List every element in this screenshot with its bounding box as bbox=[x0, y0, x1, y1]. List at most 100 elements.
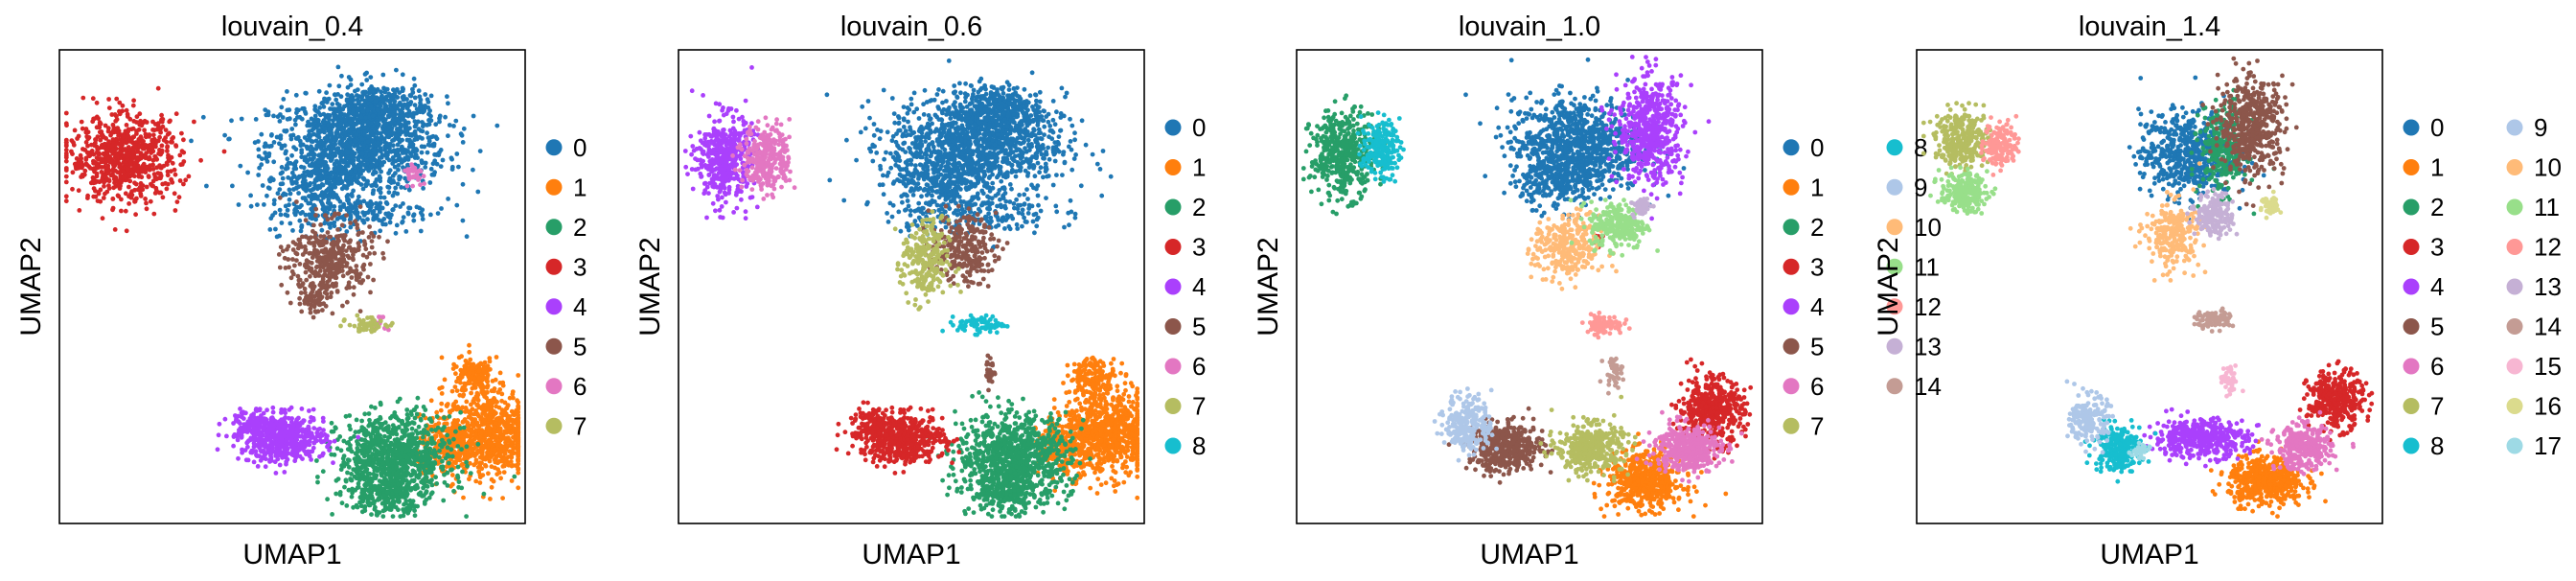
cell-point bbox=[307, 128, 312, 134]
cell-point bbox=[144, 120, 150, 125]
cell-point bbox=[366, 457, 372, 462]
cell-point bbox=[434, 152, 439, 157]
cell-point bbox=[321, 105, 327, 109]
cell-point bbox=[426, 495, 432, 500]
cell-point bbox=[461, 126, 467, 131]
cell-point bbox=[438, 407, 444, 413]
cell-point bbox=[70, 170, 76, 175]
cell-point bbox=[419, 459, 425, 464]
cell-point bbox=[427, 479, 433, 485]
cell-point bbox=[420, 463, 426, 469]
cell-point bbox=[418, 228, 424, 234]
cell-point bbox=[405, 162, 410, 168]
cell-point bbox=[192, 119, 196, 125]
cell-point bbox=[445, 432, 449, 438]
cell-point bbox=[410, 86, 415, 92]
cell-point bbox=[345, 470, 350, 476]
cell-point bbox=[104, 175, 109, 181]
cluster-0 bbox=[189, 64, 500, 245]
cell-point bbox=[516, 485, 521, 491]
cell-point bbox=[280, 115, 286, 120]
cell-point bbox=[309, 122, 313, 128]
cell-point bbox=[460, 218, 466, 223]
cell-point bbox=[445, 402, 450, 407]
cell-point bbox=[361, 176, 367, 181]
cell-point bbox=[229, 118, 234, 124]
cell-point bbox=[304, 90, 309, 96]
cell-point bbox=[420, 124, 426, 129]
cell-point bbox=[453, 118, 459, 124]
cell-point bbox=[386, 446, 391, 451]
cell-point bbox=[459, 354, 464, 360]
cell-point bbox=[482, 365, 488, 370]
cell-point bbox=[393, 203, 399, 209]
cell-point bbox=[91, 158, 96, 164]
cell-point bbox=[507, 414, 512, 419]
cell-point bbox=[402, 472, 406, 476]
cell-point bbox=[277, 207, 283, 213]
cell-point bbox=[292, 117, 298, 123]
cell-point bbox=[395, 460, 400, 466]
cell-point bbox=[112, 163, 118, 169]
cell-point bbox=[132, 164, 138, 170]
cell-point bbox=[302, 186, 307, 192]
cell-point bbox=[292, 160, 298, 166]
cell-point bbox=[165, 181, 171, 187]
cell-point bbox=[512, 474, 518, 479]
cell-point bbox=[377, 497, 382, 501]
cell-point bbox=[338, 94, 344, 100]
cell-point bbox=[421, 485, 426, 491]
cell-point bbox=[360, 143, 366, 149]
cell-point bbox=[293, 122, 298, 128]
cell-point bbox=[324, 135, 329, 141]
cell-point bbox=[121, 153, 126, 159]
cell-point bbox=[280, 175, 286, 181]
cell-point bbox=[89, 142, 94, 148]
cell-point bbox=[100, 216, 105, 221]
cell-point bbox=[256, 153, 262, 159]
cell-point bbox=[446, 426, 451, 431]
cell-point bbox=[128, 195, 134, 200]
cell-point bbox=[510, 440, 516, 446]
cell-point bbox=[365, 471, 371, 476]
cell-point bbox=[421, 412, 426, 418]
cell-point bbox=[79, 119, 84, 125]
cell-point bbox=[115, 193, 121, 198]
cell-point bbox=[365, 119, 371, 125]
cell-point bbox=[324, 178, 330, 184]
cell-point bbox=[317, 105, 323, 110]
cell-point bbox=[163, 128, 169, 133]
cell-point bbox=[435, 425, 441, 430]
cell-point bbox=[380, 487, 386, 492]
cell-point bbox=[392, 190, 397, 196]
cell-point bbox=[369, 512, 374, 517]
cell-point bbox=[347, 119, 353, 125]
cell-point bbox=[461, 435, 467, 441]
cell-point bbox=[487, 458, 493, 464]
cell-point bbox=[475, 441, 481, 447]
cell-point bbox=[277, 233, 282, 239]
cell-point bbox=[165, 162, 170, 168]
cell-point bbox=[416, 127, 422, 131]
cell-point bbox=[404, 455, 410, 460]
cell-point bbox=[365, 217, 370, 222]
cell-point bbox=[330, 102, 335, 106]
cell-point bbox=[133, 156, 139, 162]
cell-point bbox=[425, 130, 429, 136]
cell-point bbox=[378, 178, 383, 184]
cell-point bbox=[390, 514, 396, 519]
cell-point bbox=[341, 183, 347, 189]
cell-point bbox=[98, 198, 104, 204]
cell-point bbox=[375, 86, 380, 92]
cell-point bbox=[418, 416, 424, 422]
cell-point bbox=[314, 458, 319, 463]
cell-point bbox=[508, 459, 514, 464]
cell-point bbox=[309, 132, 313, 138]
cell-point bbox=[331, 429, 336, 434]
cell-point bbox=[285, 89, 289, 94]
cell-point bbox=[328, 131, 333, 137]
cell-point bbox=[266, 153, 271, 159]
cell-point bbox=[155, 85, 161, 91]
cell-point bbox=[375, 430, 380, 434]
cell-point bbox=[516, 436, 521, 442]
